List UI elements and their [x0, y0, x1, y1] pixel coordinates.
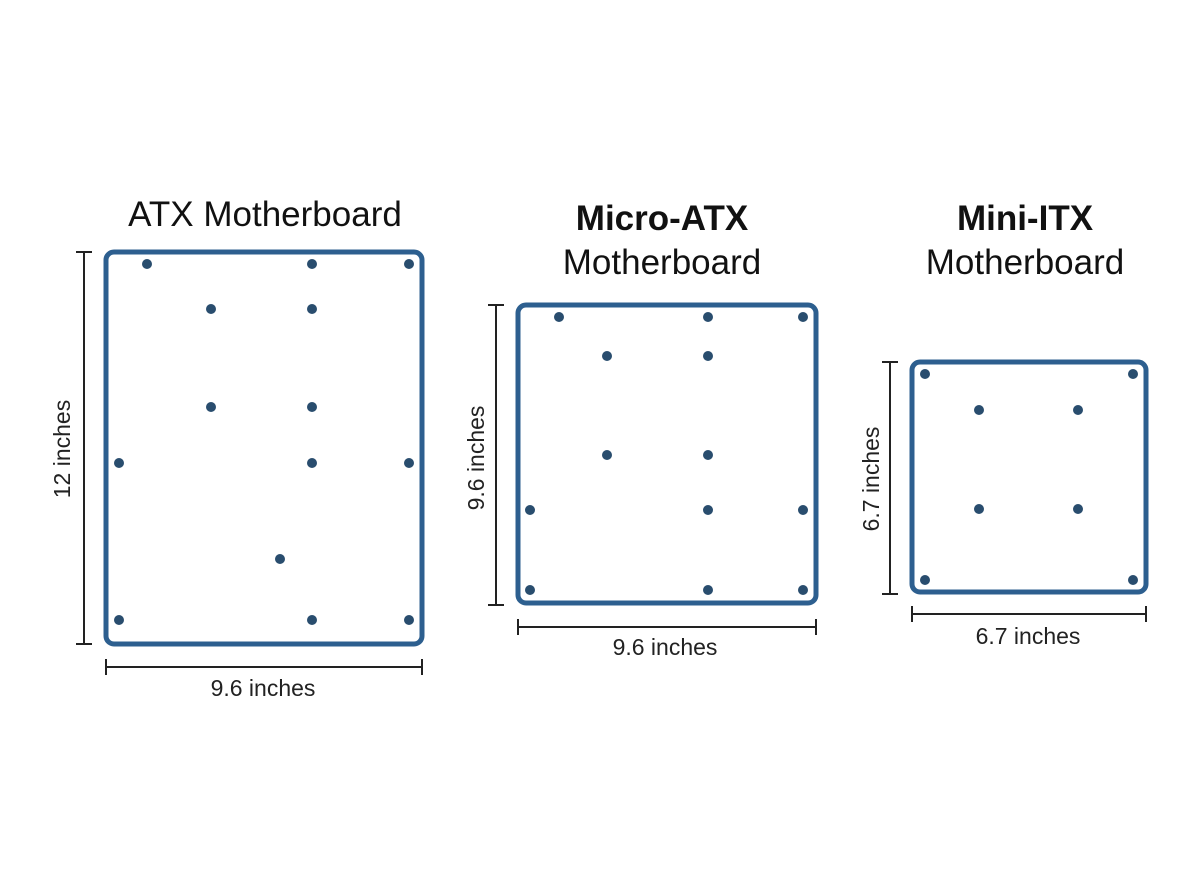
mounting-hole [1128, 575, 1138, 585]
mounting-hole [404, 615, 414, 625]
mounting-hole [307, 458, 317, 468]
micro-atx-height-dimension [488, 304, 504, 606]
mounting-hole [525, 505, 535, 515]
atx-height-dimension [76, 251, 92, 645]
mini-itx-title: Mini-ITX Motherboard [895, 197, 1155, 285]
mini-itx-height-label: 6.7 inches [858, 427, 884, 532]
mounting-hole [798, 312, 808, 322]
mounting-hole [114, 458, 124, 468]
mounting-hole [206, 304, 216, 314]
mounting-hole [703, 450, 713, 460]
mounting-hole [1073, 405, 1083, 415]
mounting-hole [525, 585, 535, 595]
atx-width-label: 9.6 inches [211, 675, 316, 701]
micro-atx-width-label: 9.6 inches [613, 634, 718, 660]
mounting-hole [307, 615, 317, 625]
mounting-hole [703, 585, 713, 595]
micro-atx-board: 9.6 inches 9.6 inches [463, 302, 819, 660]
micro-atx-title: Micro-ATX Motherboard [507, 197, 817, 285]
mini-itx-width-label: 6.7 inches [976, 623, 1081, 649]
atx-mounting-holes [114, 259, 414, 625]
mounting-hole [142, 259, 152, 269]
micro-atx-height-label: 9.6 inches [463, 406, 489, 511]
mounting-hole [974, 504, 984, 514]
micro-atx-mounting-holes [525, 312, 808, 595]
atx-board-outline [103, 249, 425, 647]
mounting-hole [703, 312, 713, 322]
micro-atx-width-dimension [517, 619, 817, 635]
mini-itx-width-dimension [911, 606, 1147, 622]
mounting-hole [307, 402, 317, 412]
atx-width-dimension [105, 659, 423, 675]
mounting-hole [307, 304, 317, 314]
atx-title: ATX Motherboard [105, 193, 425, 237]
atx-height-label: 12 inches [49, 400, 75, 498]
mounting-hole [798, 585, 808, 595]
mini-itx-title-bold: Mini-ITX [956, 199, 1094, 238]
mounting-hole [703, 505, 713, 515]
mounting-hole [404, 259, 414, 269]
micro-atx-board-outline [515, 302, 819, 606]
mounting-hole [307, 259, 317, 269]
mini-itx-title-text: Motherboard [925, 243, 1125, 282]
micro-atx-title-bold: Micro-ATX [575, 199, 749, 238]
mounting-hole [602, 450, 612, 460]
atx-title-text: ATX Motherboard [128, 195, 402, 234]
mounting-hole [114, 615, 124, 625]
mounting-hole [974, 405, 984, 415]
mini-itx-height-dimension [882, 361, 898, 595]
mini-itx-board: 6.7 inches 6.7 inches [858, 359, 1149, 649]
mounting-hole [920, 369, 930, 379]
mounting-hole [798, 505, 808, 515]
mounting-hole [275, 554, 285, 564]
mounting-hole [1128, 369, 1138, 379]
mini-itx-mounting-holes [920, 369, 1138, 585]
mounting-hole [554, 312, 564, 322]
micro-atx-title-text: Motherboard [562, 243, 762, 282]
mini-itx-board-outline [909, 359, 1149, 595]
mounting-hole [206, 402, 216, 412]
mounting-hole [703, 351, 713, 361]
mounting-hole [920, 575, 930, 585]
mounting-hole [602, 351, 612, 361]
atx-board: 12 inches 9.6 inches [49, 249, 425, 701]
mounting-hole [404, 458, 414, 468]
mounting-hole [1073, 504, 1083, 514]
